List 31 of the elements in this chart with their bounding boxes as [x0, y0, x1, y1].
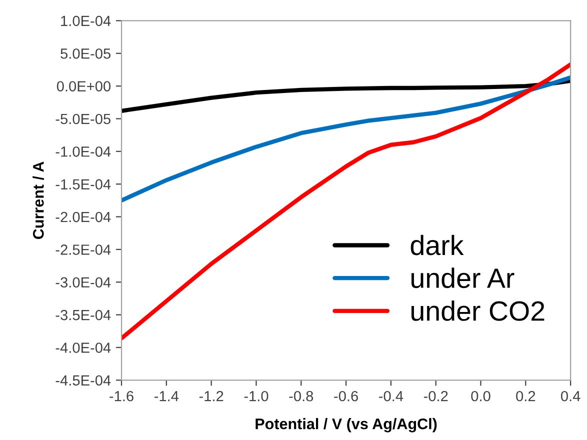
y-tick-label: -4.5E-04 — [56, 375, 111, 386]
legend-label: under CO2 — [412, 300, 544, 321]
line-series — [122, 75, 571, 203]
y-tick-label: -3.5E-04 — [56, 310, 111, 320]
x-tick-label: 0.4 — [561, 390, 580, 402]
x-tick-label: -1.0 — [244, 390, 268, 402]
y-tick-label: -2.0E-04 — [56, 212, 111, 222]
y-tick-label: 0.0E+00 — [56, 81, 111, 92]
y-tick-label: -5.0E-05 — [56, 114, 110, 124]
line-series — [122, 78, 571, 113]
x-tick-label: -0.6 — [334, 390, 358, 402]
x-tick-label: 0.0 — [471, 390, 490, 402]
y-tick-label: -3.0E-04 — [56, 277, 111, 288]
x-tick-label: -1.6 — [110, 390, 134, 402]
y-tick-label: -1.0E-04 — [56, 146, 111, 157]
y-axis-title: Current / A — [32, 162, 44, 239]
y-tick-label: 5.0E-05 — [60, 48, 110, 59]
x-tick-label: -1.2 — [199, 390, 224, 402]
x-axis-title: Potential / V (vs Ag/AgCl) — [256, 418, 437, 432]
x-tick-label: 0.2 — [516, 390, 536, 402]
x-tick-label: -0.8 — [289, 390, 314, 402]
x-tick-label: -1.4 — [154, 391, 179, 402]
y-tick-label: -4.0E-04 — [56, 342, 111, 353]
x-tick-label: -0.4 — [379, 390, 404, 402]
y-tick-label: -1.5E-04 — [56, 179, 111, 190]
y-tick-label: -2.5E-04 — [56, 244, 111, 255]
y-tick-label: 1.0E-04 — [61, 16, 111, 26]
line-series — [122, 62, 571, 340]
x-tick-label: -0.2 — [424, 390, 448, 402]
legend-label: under Ar — [412, 268, 514, 288]
legend-label: dark — [410, 234, 464, 256]
